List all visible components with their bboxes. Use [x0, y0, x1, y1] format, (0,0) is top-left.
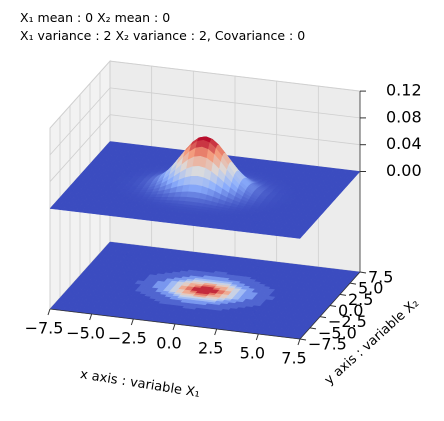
- x-tick: [214, 328, 218, 336]
- y-tick-label: −5.0: [318, 323, 357, 342]
- grid-line: [109, 114, 361, 146]
- y-tick-label: 5.0: [358, 279, 383, 298]
- y-tick: [309, 327, 317, 330]
- z-tick-label: 0.08: [386, 107, 422, 126]
- title-line: X₁ mean : 0 X₂ mean : 0: [20, 10, 170, 25]
- y-tick: [329, 305, 337, 307]
- contour-floor: [49, 241, 361, 340]
- z-tick-label: 0.12: [386, 81, 422, 100]
- x-tick-label: 0.0: [156, 334, 181, 353]
- x-tick: [89, 313, 93, 321]
- x-tick: [297, 338, 301, 346]
- grid-line: [109, 87, 361, 119]
- y-tick-label: 0.0: [338, 301, 363, 320]
- y-tick-label: 2.5: [348, 290, 373, 309]
- x-tick-label: 2.5: [198, 339, 223, 358]
- surface-cell: [293, 235, 303, 239]
- y-tick-label: −7.5: [308, 335, 347, 354]
- y-tick: [359, 271, 367, 274]
- z-tick-label: 0.04: [386, 134, 422, 153]
- x-tick: [130, 318, 134, 326]
- x-tick-label: 5.0: [240, 344, 265, 363]
- x-tick: [255, 333, 259, 341]
- y-tick: [299, 338, 307, 341]
- x-tick-label: −2.5: [108, 329, 147, 348]
- title-line: X₁ variance : 2 X₂ variance : 2, Covaria…: [20, 28, 305, 43]
- grid-line: [49, 87, 111, 156]
- y-tick-label: −2.5: [328, 312, 367, 331]
- z-tick-label: 0.00: [386, 161, 422, 180]
- grid-line: [109, 60, 361, 92]
- grid-line: [49, 114, 111, 182]
- x-tick-label: 7.5: [281, 349, 306, 368]
- x-tick: [172, 323, 176, 331]
- y-tick: [339, 293, 347, 296]
- x-tick: [47, 308, 51, 316]
- y-tick-label: 7.5: [368, 268, 393, 287]
- y-tick: [319, 316, 327, 319]
- x-tick-label: −5.0: [66, 324, 105, 343]
- y-tick: [349, 282, 357, 285]
- x-axis-label: x axis : variable X₁: [79, 367, 201, 401]
- x-tick-label: −7.5: [25, 319, 64, 338]
- grid-line: [49, 60, 111, 129]
- surface: [49, 136, 361, 239]
